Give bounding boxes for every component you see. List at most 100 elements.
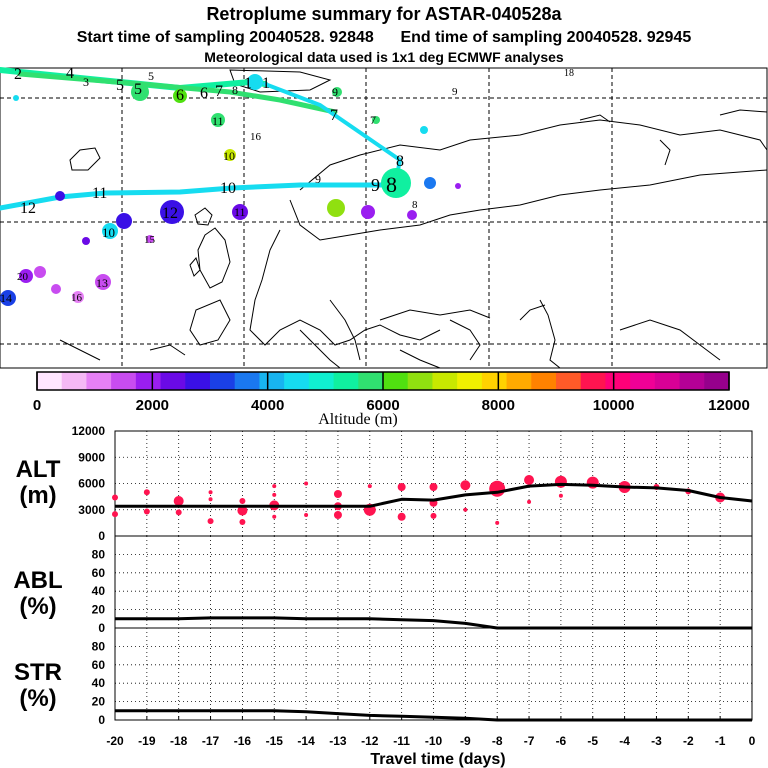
cluster-circle xyxy=(13,95,19,101)
cluster-circle xyxy=(247,74,263,90)
trajectory-path-secondary xyxy=(17,71,338,115)
cluster-circle xyxy=(424,177,436,189)
cluster-circle xyxy=(34,266,46,278)
colorbar-cell xyxy=(481,372,508,390)
cluster-marker xyxy=(397,512,406,521)
traj-label-6: 6 xyxy=(200,85,208,102)
cluster-label: 15 xyxy=(144,234,156,246)
cluster-marker xyxy=(524,475,535,485)
series-line xyxy=(115,616,752,630)
cluster-marker xyxy=(143,508,150,515)
time-series-panels: 030006000900012000ALT(m)020406080ABL(%)0… xyxy=(13,424,753,727)
cluster-circle xyxy=(372,116,380,124)
cluster-marker xyxy=(367,484,372,489)
x-tick-label: -2 xyxy=(683,734,694,748)
y-tick-label: 9000 xyxy=(78,450,105,464)
x-tick-label: -8 xyxy=(492,734,503,748)
colorbar-tick-label: 8000 xyxy=(482,397,515,414)
cluster-marker xyxy=(333,511,342,519)
colorbar-tick-labels: 0 2000 4000 6000 8000 10000 12000 xyxy=(33,372,750,414)
traj-label-9c: 9 xyxy=(332,85,338,99)
traj-label-6b: 6 xyxy=(176,87,184,104)
colorbar-cell xyxy=(383,372,409,390)
colorbar-cell xyxy=(111,372,137,390)
panel-frame xyxy=(114,535,753,629)
x-tick-label: -4 xyxy=(619,734,630,748)
x-tick-label: -3 xyxy=(651,734,662,748)
traj-label-8: 8 xyxy=(232,83,238,97)
x-tick-label: -18 xyxy=(170,734,188,748)
y-tick-label: 0 xyxy=(98,529,105,543)
colorbar-cell xyxy=(556,372,582,390)
panel-label: ABL xyxy=(13,567,62,594)
cluster-marker xyxy=(558,493,563,498)
cluster-marker xyxy=(333,490,342,498)
x-tick-label: -12 xyxy=(361,734,379,748)
colorbar-cell xyxy=(630,372,656,390)
cluster-label: 13 xyxy=(96,276,108,290)
y-tick-label: 80 xyxy=(92,639,106,653)
cluster-marker xyxy=(304,513,309,517)
cluster-label: 10 xyxy=(223,149,235,163)
cluster-marker xyxy=(173,496,184,506)
x-tick-label: -13 xyxy=(329,734,347,748)
traj-label-8b: 8 xyxy=(396,153,404,170)
traj-label-3: 3 xyxy=(83,75,89,89)
traj-label-1: 1 xyxy=(262,75,270,92)
x-tick-label: -10 xyxy=(425,734,443,748)
cluster-marker xyxy=(304,481,309,486)
colorbar-cell xyxy=(704,372,730,390)
x-axis-tick-labels: -20 -19 -18 -17 -16 -15 -14 -13 -12 -11 -10 -9 -8 -7-… xyxy=(106,716,756,748)
colorbar-tick-label: 2000 xyxy=(136,397,169,414)
panel-units: (m) xyxy=(19,482,56,509)
cluster-circle xyxy=(232,204,248,220)
x-tick-label: -16 xyxy=(234,734,252,748)
colorbar-cell xyxy=(679,372,705,390)
cluster-marker xyxy=(489,480,506,497)
x-tick-label: -1 xyxy=(715,734,726,748)
cluster-marker xyxy=(429,483,438,491)
colorbar-cell xyxy=(86,372,112,390)
cluster-circle xyxy=(51,284,61,294)
cluster-circle xyxy=(146,235,154,243)
cluster-marker xyxy=(207,518,214,525)
colorbar-cell xyxy=(605,372,631,390)
colorbar-cell xyxy=(308,372,335,390)
traj-label-10b: 10 xyxy=(102,225,115,240)
map-frame xyxy=(0,67,768,369)
sampling-times: Start time of sampling 20040528. 92848 E… xyxy=(77,29,692,46)
y-tick-label: 0 xyxy=(98,621,105,635)
traj-label-12b: 12 xyxy=(162,205,178,222)
colorbar-cell xyxy=(259,372,285,390)
colorbar-tick-label: 0 xyxy=(33,397,41,414)
colorbar-cell xyxy=(432,372,458,390)
cluster-marker xyxy=(463,507,468,512)
traj-label-7c: 7 xyxy=(370,113,376,127)
cluster-circle xyxy=(361,205,375,219)
cluster-circle xyxy=(131,83,149,101)
cluster-circle xyxy=(224,149,236,161)
cluster-label: 20 xyxy=(17,271,29,283)
colorbar-cell xyxy=(210,372,236,390)
colorbar-tick-label: 4000 xyxy=(251,397,284,414)
cluster-circle xyxy=(55,191,65,201)
figure-title: Retroplume summary for ASTAR-040528a xyxy=(206,4,562,24)
traj-label-7: 7 xyxy=(215,83,223,100)
traj-label-12: 12 xyxy=(20,200,36,217)
cluster-circle xyxy=(95,274,111,290)
cluster-circle xyxy=(160,200,184,224)
y-tick-label: 40 xyxy=(92,676,106,690)
panel-frame xyxy=(114,627,753,721)
cluster-marker xyxy=(239,498,246,504)
cluster-circle xyxy=(455,183,461,189)
cluster-labels: 11 10 16 11 13 14 15 16 18 20 xyxy=(0,68,574,305)
colorbar-cell xyxy=(654,372,681,390)
cluster-marker xyxy=(208,490,213,495)
colorbar-cell xyxy=(234,372,260,390)
map-panel: 1 1 2 3 4 5 5 5 6 6 7 7 7 8 8 8 8 9 9 9 … xyxy=(0,65,768,369)
cluster-circle xyxy=(381,168,411,198)
colorbar-cell xyxy=(160,372,186,390)
cluster-marker xyxy=(143,489,150,496)
trajectory-labels: 1 1 2 3 4 5 5 5 6 6 7 7 7 8 8 8 8 9 9 9 … xyxy=(14,65,458,240)
x-axis-label: Travel time (days) xyxy=(370,751,505,768)
